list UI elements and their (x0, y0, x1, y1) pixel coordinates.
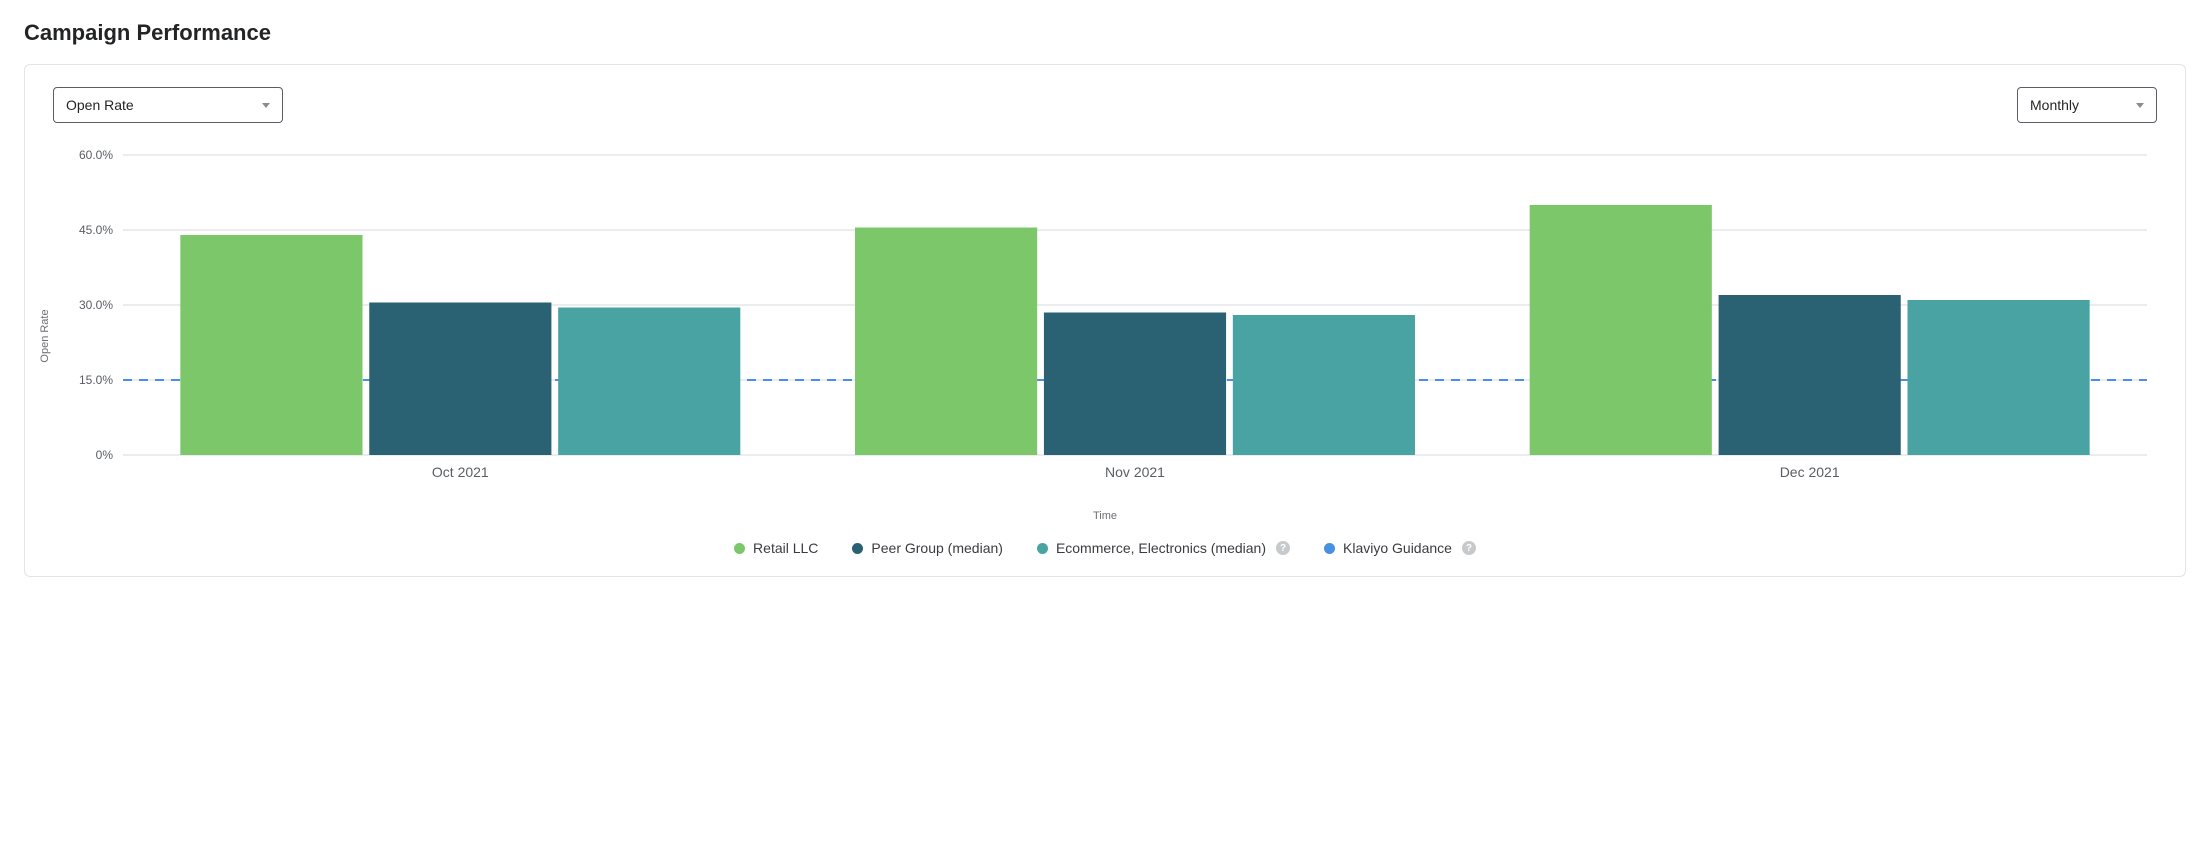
interval-select[interactable]: Monthly (2017, 87, 2157, 123)
x-axis-title: Time (53, 510, 2157, 522)
metric-select[interactable]: Open Rate (53, 87, 283, 123)
bar-peer[interactable] (369, 303, 551, 456)
legend-item[interactable]: Retail LLC (734, 540, 818, 556)
x-tick-label: Oct 2021 (432, 464, 489, 480)
bar-peer[interactable] (1719, 295, 1901, 455)
y-tick-label: 30.0% (79, 298, 113, 312)
y-axis-title: Open Rate (39, 309, 51, 362)
legend-swatch (1037, 543, 1048, 554)
metric-select-value: Open Rate (66, 97, 134, 113)
x-tick-label: Nov 2021 (1105, 464, 1165, 480)
legend-label: Peer Group (median) (871, 540, 1003, 556)
chart-card: Open Rate Monthly Open Rate 0% 15.0% 30.0%… (24, 64, 2186, 577)
help-icon[interactable]: ? (1276, 541, 1290, 555)
bar-retail[interactable] (180, 235, 362, 455)
legend-item[interactable]: Klaviyo Guidance? (1324, 540, 1476, 556)
legend-swatch (852, 543, 863, 554)
legend-label: Ecommerce, Electronics (median) (1056, 540, 1266, 556)
y-tick-label: 15.0% (79, 373, 113, 387)
bar-retail[interactable] (1530, 205, 1712, 455)
x-tick-label: Dec 2021 (1780, 464, 1840, 480)
legend-label: Retail LLC (753, 540, 818, 556)
legend-swatch (1324, 543, 1335, 554)
legend-item[interactable]: Ecommerce, Electronics (median)? (1037, 540, 1290, 556)
y-tick-label: 45.0% (79, 223, 113, 237)
legend-item[interactable]: Peer Group (median) (852, 540, 1003, 556)
bar-retail[interactable] (855, 228, 1037, 456)
interval-select-value: Monthly (2030, 97, 2079, 113)
chevron-down-icon (262, 103, 270, 108)
help-icon[interactable]: ? (1462, 541, 1476, 555)
legend-label: Klaviyo Guidance (1343, 540, 1452, 556)
page-title: Campaign Performance (24, 20, 2186, 46)
bar-peer[interactable] (1044, 313, 1226, 456)
bar-chart: 0% 15.0% 30.0% 45.0% 60.0% Oct 2021 Nov 2021 De… (53, 149, 2157, 483)
legend-swatch (734, 543, 745, 554)
chevron-down-icon (2136, 103, 2144, 108)
y-tick-label: 60.0% (79, 149, 113, 162)
controls-row: Open Rate Monthly (53, 87, 2157, 123)
bar-ecom[interactable] (1907, 300, 2089, 455)
y-tick-label: 0% (96, 448, 114, 462)
bar-ecom[interactable] (558, 308, 740, 456)
chart-container: Open Rate 0%15.0%30.0%45.0%60.0%Oct 2021… (53, 149, 2157, 522)
bar-ecom[interactable] (1233, 315, 1415, 455)
chart-legend: Retail LLC Peer Group (median) Ecommerce, … (53, 540, 2157, 556)
